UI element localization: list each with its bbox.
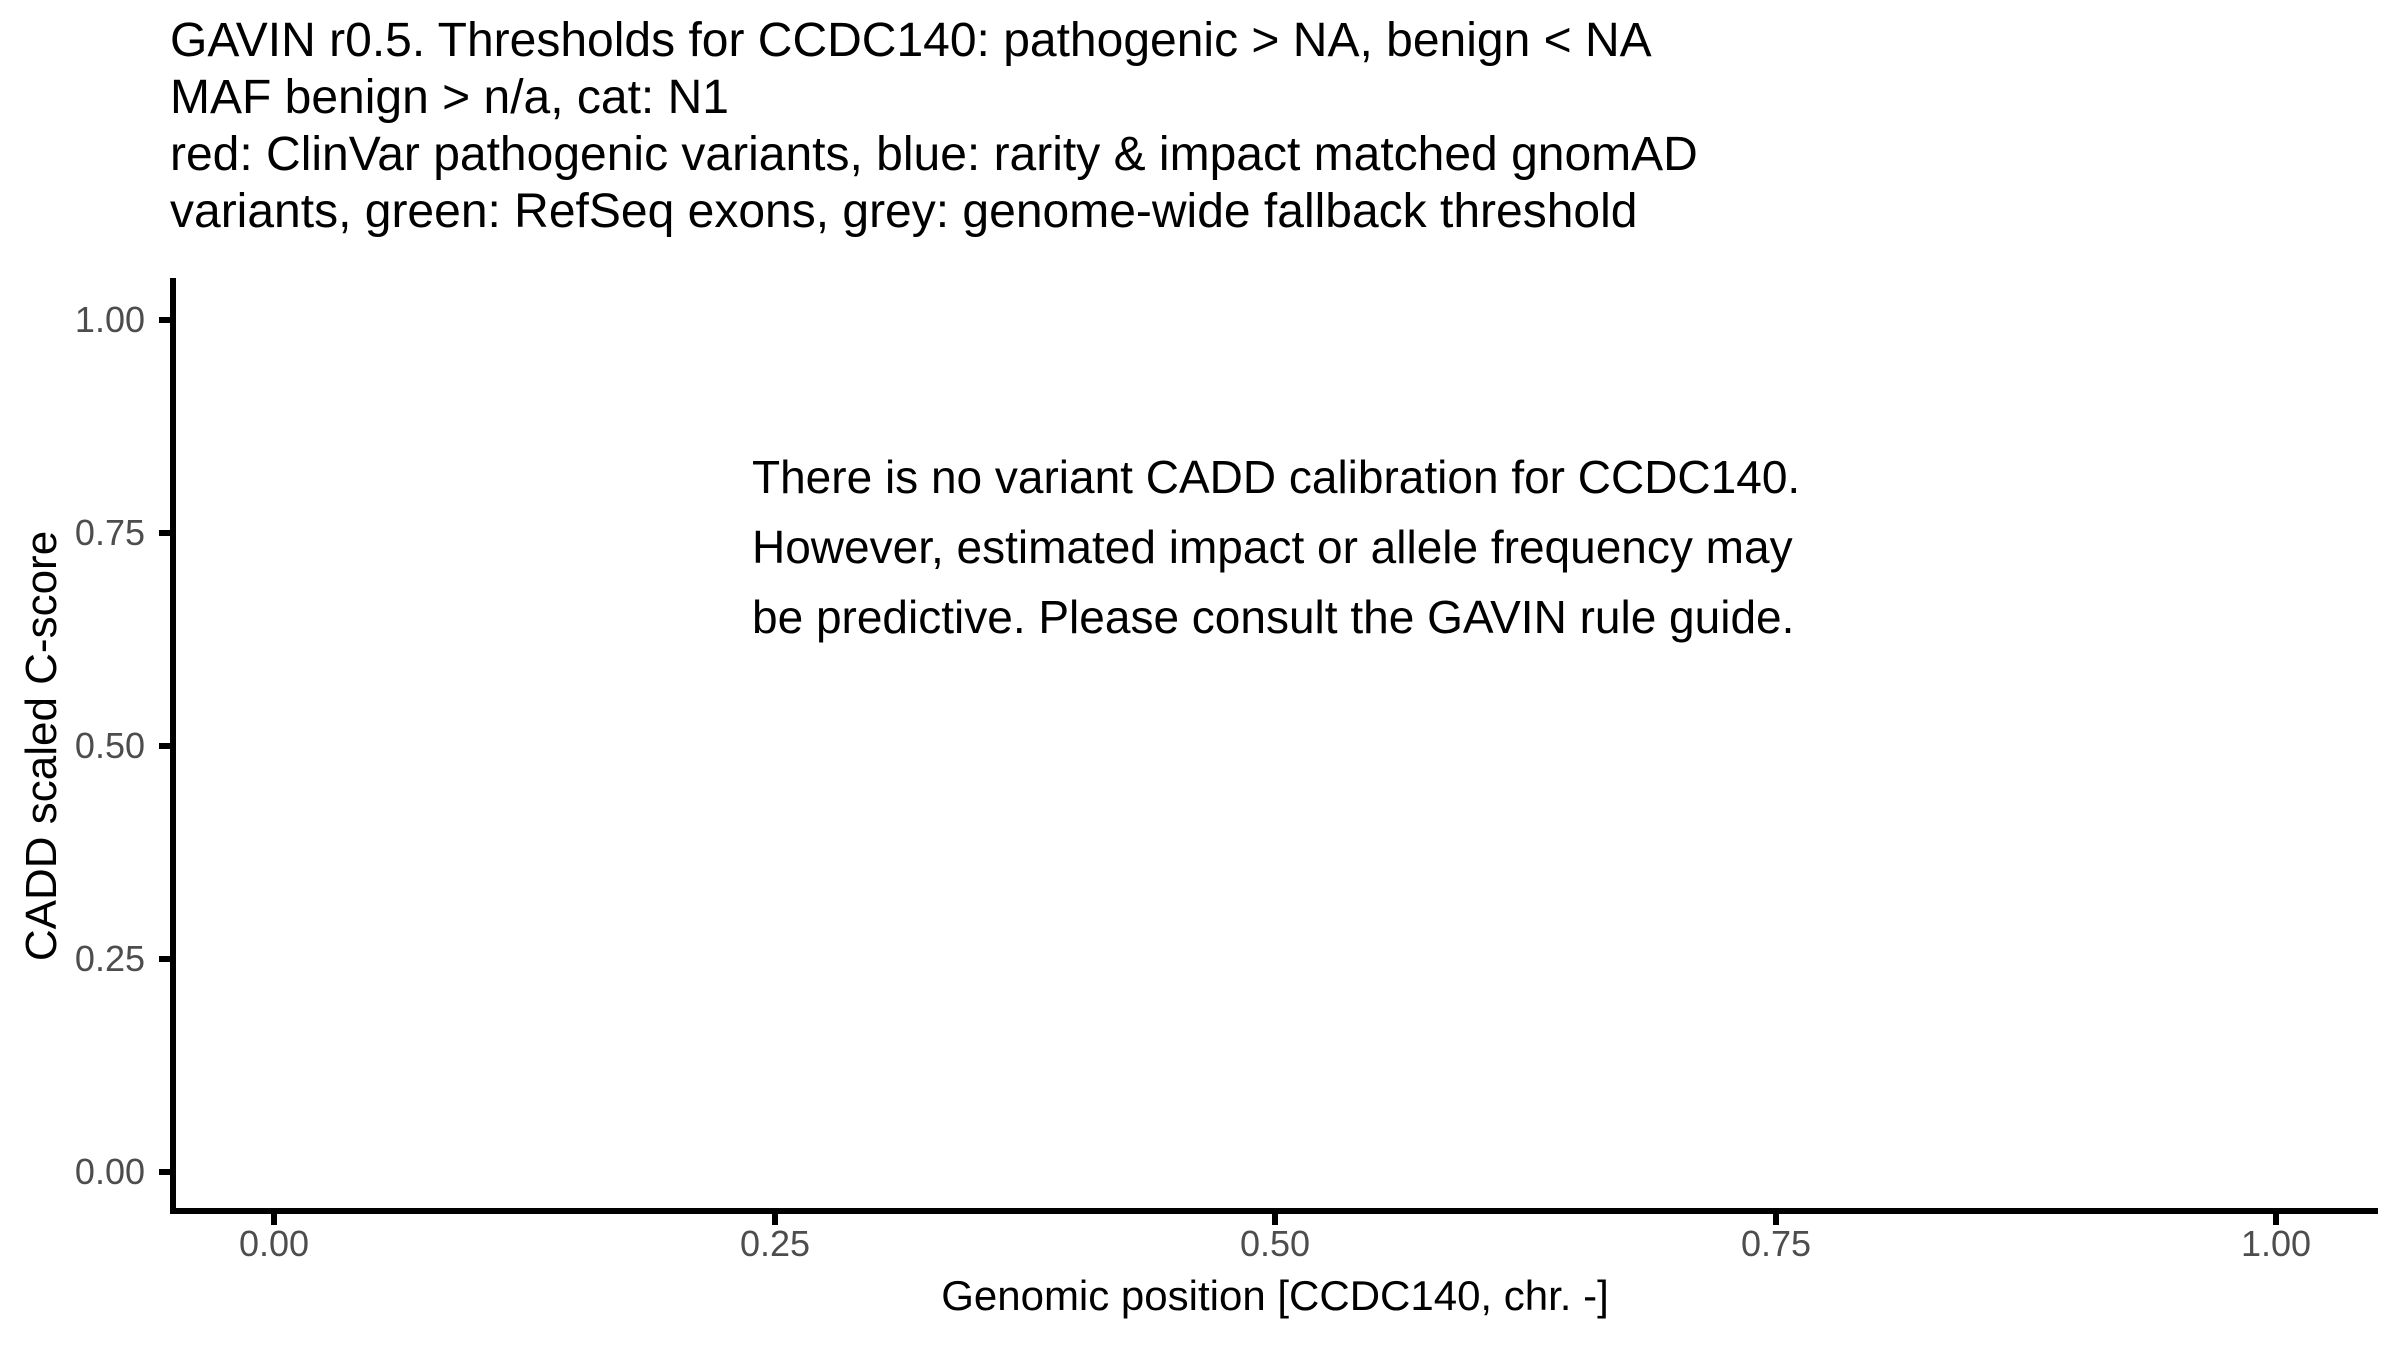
no-calibration-annotation: There is no variant CADD calibration for… [752,442,1800,652]
plot-panel [170,278,2378,1214]
x-tick-mark-0.00 [271,1214,277,1225]
y-tick-label-1.00: 1.00 [74,299,145,340]
y-tick-label-0.00: 0.00 [74,1151,145,1192]
x-tick-mark-1.00 [2273,1214,2279,1225]
x-tick-mark-0.75 [1773,1214,1779,1225]
plot-title-line-4: variants, green: RefSeq exons, grey: gen… [170,185,1638,238]
annotation-line-2: However, estimated impact or allele freq… [752,521,1793,573]
y-tick-mark-1.00 [159,317,170,323]
x-tick-label-0.00: 0.00 [238,1223,310,1264]
plot-title-line-1: GAVIN r0.5. Thresholds for CCDC140: path… [170,14,1652,67]
x-axis-title: Genomic position [CCDC140, chr. -] [941,1272,1609,1319]
x-tick-label-1.00: 1.00 [2240,1223,2312,1264]
y-tick-label-0.75: 0.75 [74,512,145,553]
plot-title-line-3: red: ClinVar pathogenic variants, blue: … [170,128,1698,181]
plot-title: GAVIN r0.5. Thresholds for CCDC140: path… [170,12,1698,240]
x-tick-label-0.25: 0.25 [739,1223,811,1264]
y-tick-mark-0.25 [159,956,170,962]
y-tick-mark-0.00 [159,1169,170,1175]
plot-title-line-2: MAF benign > n/a, cat: N1 [170,71,729,124]
y-tick-mark-0.50 [159,743,170,749]
y-axis-title: CADD scaled C-score [17,530,66,962]
y-tick-label-0.50: 0.50 [74,725,145,766]
y-tick-mark-0.75 [159,530,170,536]
annotation-line-3: be predictive. Please consult the GAVIN … [752,591,1795,643]
x-tick-label-0.50: 0.50 [1239,1223,1311,1264]
x-tick-label-0.75: 0.75 [1740,1223,1812,1264]
y-tick-label-0.25: 0.25 [74,938,145,979]
x-tick-mark-0.25 [772,1214,778,1225]
x-tick-mark-0.50 [1272,1214,1278,1225]
annotation-line-1: There is no variant CADD calibration for… [752,451,1801,503]
